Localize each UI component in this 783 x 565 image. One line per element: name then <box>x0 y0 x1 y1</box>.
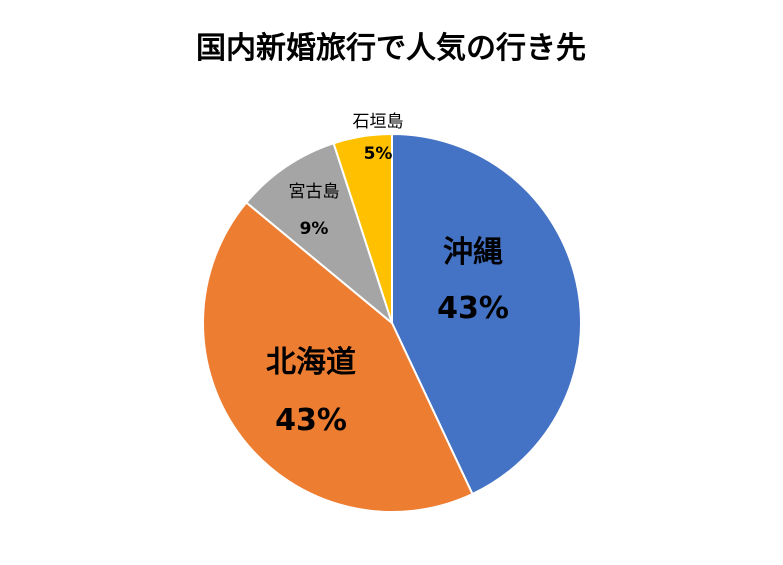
label-ishigakijima-value: 5% <box>364 144 393 164</box>
label-miyakojima-value: 9% <box>300 219 329 239</box>
label-okinawa-name: 沖縄 <box>443 235 503 270</box>
chart-title: 国内新婚旅行で人気の行き先 <box>196 31 586 66</box>
label-okinawa-value: 43% <box>437 291 509 326</box>
label-ishigakijima-name: 石垣島 <box>353 112 404 132</box>
pie-slice-hokkaido <box>202 201 474 513</box>
pie-slice-miyakojima <box>244 141 395 326</box>
label-hokkaido-name: 北海道 <box>266 345 356 380</box>
label-miyakojima-name: 宮古島 <box>289 182 340 202</box>
pie-slices <box>202 132 582 513</box>
pie-slice-ishigakijima <box>332 132 393 324</box>
pie-slice-okinawa <box>391 132 582 496</box>
label-hokkaido-value: 43% <box>275 403 347 438</box>
data-labels: 沖縄 43% 北海道 43% 宮古島 9% 石垣島 5% <box>266 112 509 438</box>
